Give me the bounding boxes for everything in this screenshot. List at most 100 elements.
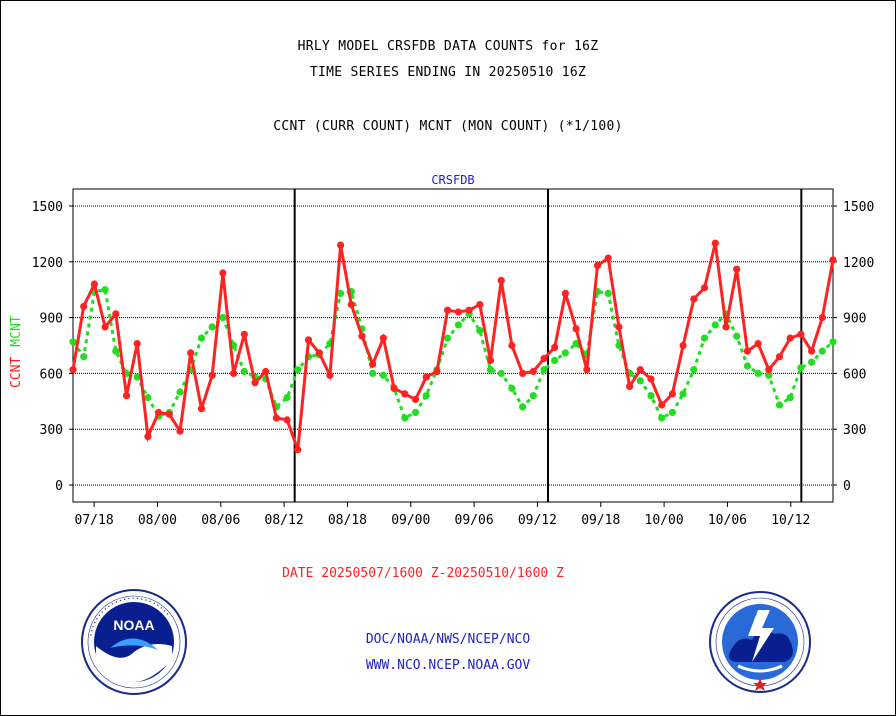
x-tick-label: 09/06 — [455, 513, 494, 528]
data-point-ccnt — [829, 256, 837, 264]
data-point-ccnt — [347, 301, 355, 309]
series-line-ccnt — [71, 242, 835, 451]
footer-line1: DOC/NOAA/NWS/NCEP/NCO — [365, 632, 531, 647]
data-point-mcnt — [422, 392, 430, 400]
y-tick-label-right: 600 — [843, 367, 866, 382]
data-point-ccnt — [272, 414, 280, 422]
data-point-mcnt — [197, 334, 206, 342]
data-point-mcnt — [497, 369, 505, 377]
data-point-ccnt — [187, 349, 195, 357]
x-tick-label: 09/00 — [391, 513, 430, 528]
data-point-ccnt — [486, 356, 495, 364]
data-point-ccnt — [369, 360, 377, 368]
data-point-ccnt — [122, 392, 131, 400]
data-point-mcnt — [379, 371, 387, 379]
data-point-ccnt — [690, 295, 698, 303]
data-point-mcnt — [444, 334, 452, 342]
data-point-ccnt — [540, 354, 548, 363]
y-tick-label-right: 300 — [843, 423, 866, 438]
data-point-mcnt — [337, 289, 345, 297]
data-point-mcnt — [101, 286, 109, 294]
y-axis-label: CCNT MCNT — [9, 315, 24, 388]
data-point-mcnt — [69, 338, 77, 346]
x-tick-label: 10/00 — [645, 513, 684, 528]
data-point-ccnt — [551, 343, 559, 351]
data-point-ccnt — [294, 446, 302, 454]
header-title-line2: TIME SERIES ENDING IN 20250510 16Z — [309, 65, 587, 80]
data-point-mcnt — [508, 384, 516, 392]
data-point-mcnt — [690, 366, 698, 374]
data-point-ccnt — [476, 301, 484, 309]
y-tick-label: 1200 — [32, 256, 63, 271]
data-point-ccnt — [90, 280, 98, 288]
data-point-mcnt — [668, 408, 677, 417]
data-point-ccnt — [754, 340, 762, 348]
data-point-ccnt — [390, 384, 398, 392]
data-point-mcnt — [679, 390, 687, 398]
data-point-ccnt — [208, 371, 216, 379]
data-point-mcnt — [818, 347, 826, 355]
data-point-mcnt — [775, 401, 784, 409]
data-point-mcnt — [754, 369, 762, 377]
data-point-mcnt — [476, 327, 484, 335]
data-point-mcnt — [743, 362, 752, 370]
data-point-ccnt — [722, 323, 730, 331]
data-point-ccnt — [797, 330, 805, 338]
data-point-ccnt — [679, 341, 687, 350]
data-point-ccnt — [240, 330, 248, 338]
data-point-ccnt — [262, 367, 270, 376]
data-point-mcnt — [80, 353, 88, 361]
data-point-ccnt — [647, 375, 655, 383]
y-tick-label-right: 900 — [843, 312, 866, 327]
x-tick-label: 09/18 — [581, 513, 620, 528]
data-point-mcnt — [786, 394, 794, 402]
data-point-mcnt — [144, 394, 152, 402]
data-point-ccnt — [658, 401, 666, 409]
data-point-ccnt — [133, 340, 141, 348]
data-point-ccnt — [69, 366, 77, 374]
data-point-ccnt — [465, 306, 473, 314]
data-point-mcnt — [733, 332, 741, 340]
data-point-ccnt — [700, 284, 709, 292]
data-point-mcnt — [797, 364, 805, 372]
data-point-ccnt — [379, 334, 387, 342]
data-point-ccnt — [593, 261, 602, 270]
data-point-mcnt — [519, 403, 527, 411]
data-point-ccnt — [422, 373, 430, 381]
x-tick-label: 08/18 — [328, 513, 367, 528]
data-point-mcnt — [658, 414, 666, 422]
data-point-ccnt — [583, 366, 591, 374]
data-point-ccnt — [615, 323, 623, 331]
nws-logo-icon — [709, 591, 811, 693]
data-point-mcnt — [208, 323, 216, 331]
data-point-mcnt — [176, 388, 184, 396]
data-point-ccnt — [529, 367, 537, 376]
data-point-ccnt — [219, 269, 227, 277]
data-point-mcnt — [283, 394, 291, 402]
data-point-ccnt — [144, 433, 152, 441]
x-tick-label: 08/00 — [138, 513, 177, 528]
data-point-mcnt — [112, 347, 120, 355]
data-point-mcnt — [486, 366, 495, 374]
data-point-ccnt — [358, 332, 366, 340]
data-point-ccnt — [561, 289, 570, 297]
data-point-ccnt — [155, 408, 163, 417]
data-point-ccnt — [668, 390, 677, 398]
data-point-ccnt — [572, 325, 580, 333]
noaa-logo-text: NOAA — [113, 617, 154, 633]
data-point-ccnt — [444, 306, 452, 314]
data-point-ccnt — [304, 336, 313, 344]
data-point-ccnt — [775, 353, 784, 361]
series-line-mcnt — [71, 287, 834, 421]
noaa-logo-icon: NOAA • • • • • • • • • • • • • • • • • •… — [81, 589, 187, 695]
data-point-ccnt — [165, 410, 173, 418]
data-point-ccnt — [765, 366, 773, 374]
data-point-ccnt — [176, 427, 184, 435]
y-axis-label-mcnt: MCNT — [9, 315, 24, 346]
footer-line2: WWW.NCO.NCEP.NOAA.GOV — [365, 658, 531, 673]
data-point-ccnt — [197, 405, 206, 413]
data-point-ccnt — [251, 379, 259, 387]
data-point-mcnt — [572, 340, 580, 348]
date-range-label: DATE 20250507/1600 Z-20250510/1600 Z — [282, 566, 564, 581]
